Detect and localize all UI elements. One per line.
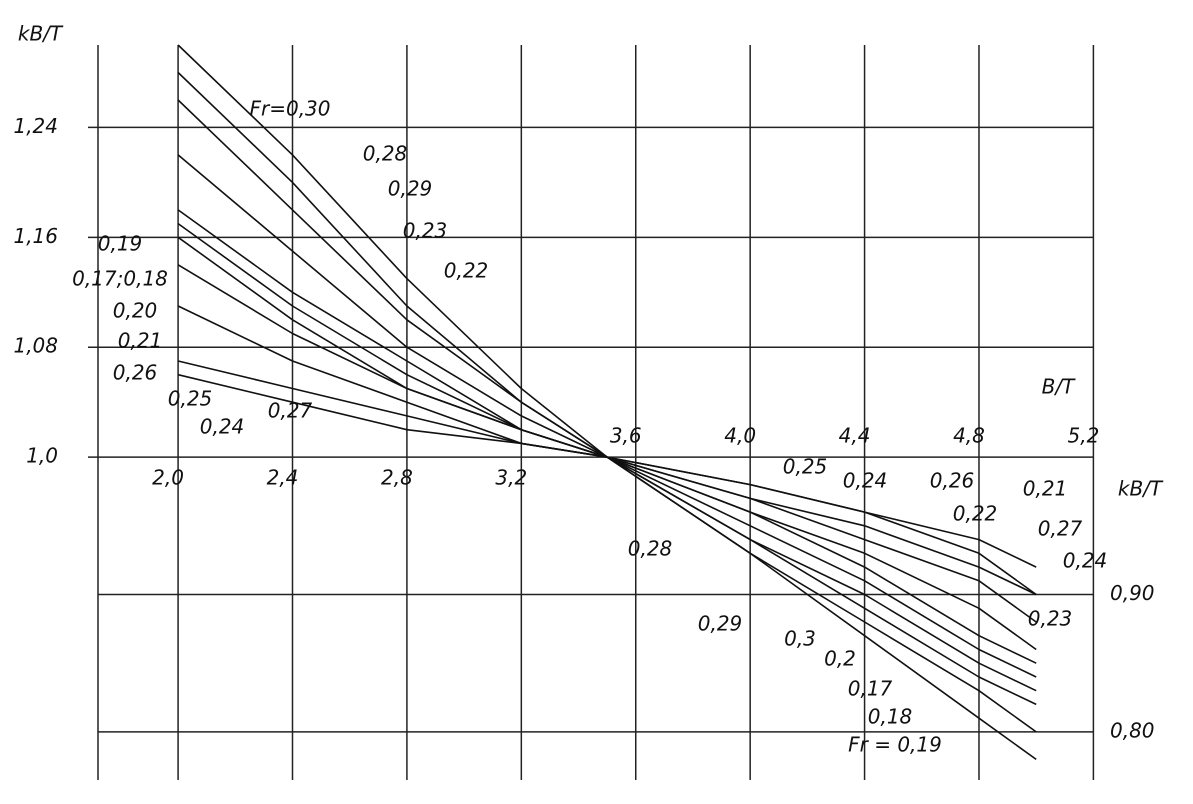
- y2-axis-label: kB/T: [1118, 477, 1164, 501]
- curve-label: 0,26: [113, 361, 158, 385]
- curve-label: 0,23: [403, 219, 448, 243]
- curve-label: 0,17: [848, 677, 893, 701]
- curve-label: 0,24: [843, 469, 888, 493]
- x-tick-label: 4,0: [724, 424, 756, 448]
- curve-label: 0,24: [200, 415, 245, 439]
- y-tick-label: 1,24: [13, 114, 58, 138]
- curve-label: Fr=0,30: [249, 97, 330, 121]
- curve-label: 0,3: [784, 627, 816, 651]
- x-tick-label: 3,2: [495, 466, 527, 490]
- curve: [177, 222, 1037, 664]
- curve-label: 0,25: [168, 387, 213, 411]
- curve-label: 0,17;0,18: [72, 267, 168, 291]
- curve-label: Fr = 0,19: [848, 733, 942, 757]
- x-tick-label: 2,8: [381, 466, 413, 490]
- x-tick-label: 3,6: [610, 424, 642, 448]
- x-tick-label: 5,2: [1067, 424, 1099, 448]
- curve-label: 0,21: [118, 329, 163, 353]
- curve-label: 0,28: [363, 142, 408, 166]
- y2-tick-label: 0,90: [1110, 581, 1155, 605]
- y-tick-label: 1,08: [13, 334, 58, 358]
- y-axis-label: kB/T: [18, 22, 64, 46]
- curve-label: 0,20: [113, 299, 158, 323]
- curve: [177, 154, 1037, 692]
- curve: [177, 209, 1037, 678]
- curve-label: 0,22: [444, 259, 489, 283]
- curve-label: 0,22: [953, 502, 998, 526]
- curve-label: 0,27: [1038, 517, 1083, 541]
- curve-label: 0,2: [824, 647, 856, 671]
- curve-label: 0,29: [388, 177, 433, 201]
- curve: [177, 360, 1037, 596]
- x-axis-label: B/T: [1042, 375, 1076, 399]
- curve-label: 0,27: [268, 399, 313, 423]
- curve-label: 0,24: [1063, 549, 1108, 573]
- y-tick-label: 1,16: [13, 224, 58, 248]
- curve: [177, 236, 1037, 651]
- curve-label: 0,18: [868, 705, 913, 729]
- curve-label: 0,29: [698, 612, 743, 636]
- x-tick-label: 4,4: [839, 424, 871, 448]
- curve-label: 0,19: [98, 232, 143, 256]
- curve: [177, 305, 1037, 596]
- curve-label: 0,25: [783, 455, 828, 479]
- curve-label: 0,28: [628, 537, 673, 561]
- curve: [177, 264, 1037, 623]
- curve-label: 0,21: [1023, 477, 1068, 501]
- y2-tick-label: 0,80: [1110, 718, 1155, 742]
- y-tick-label: 1,0: [26, 444, 58, 468]
- curve: [177, 373, 1037, 568]
- x-tick-label: 2,4: [267, 466, 299, 490]
- curve-label: 0,26: [930, 469, 975, 493]
- x-tick-label: 4,8: [953, 424, 985, 448]
- curve-label: 0,23: [1028, 607, 1073, 631]
- x-tick-label: 2,0: [152, 466, 184, 490]
